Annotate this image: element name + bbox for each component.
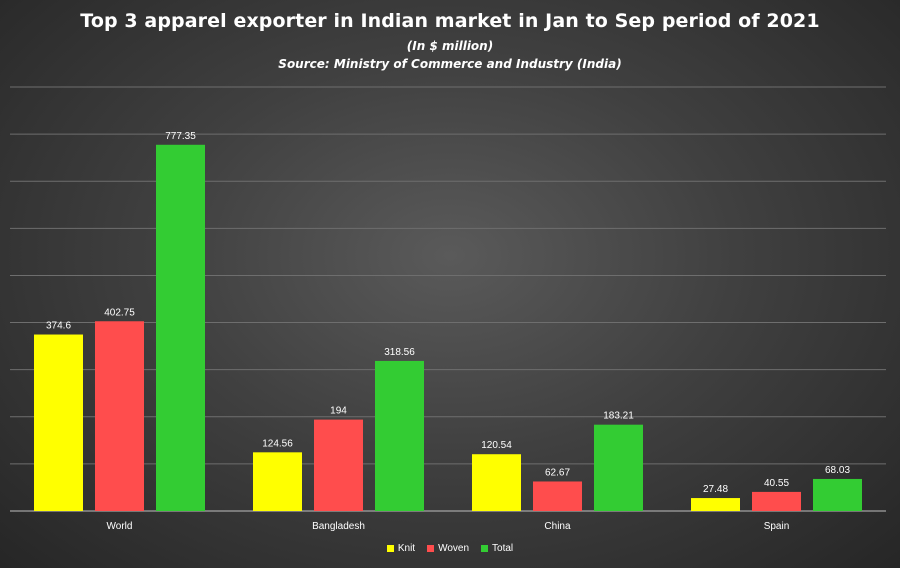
bar-total-world [156,144,205,511]
data-label-knit-spain: 27.48 [703,484,728,495]
bar-total-bangladesh [375,360,424,511]
legend-label-total: Total [492,543,514,554]
chart-source: Source: Ministry of Commerce and Industr… [278,57,622,71]
bar-knit-bangladesh [253,452,302,511]
legend-item-knit: Knit [386,543,416,554]
data-label-woven-bangladesh: 194 [330,406,347,417]
bar-total-spain [813,478,862,511]
legend-swatch-knit [386,545,394,552]
category-label-china: China [544,521,571,532]
bar-knit-spain [691,498,740,511]
data-label-total-china: 183.21 [603,411,634,422]
category-label-world: World [107,521,133,532]
category-label-bangladesh: Bangladesh [312,521,365,532]
bar-woven-world [95,321,144,511]
legend-item-woven: Woven [427,543,469,554]
legend-label-woven: Woven [438,543,470,554]
data-label-total-bangladesh: 318.56 [384,347,415,358]
data-label-knit-china: 120.54 [481,440,512,451]
legend-label-knit: Knit [397,543,416,554]
bar-total-china [594,424,643,511]
data-label-woven-world: 402.75 [104,307,135,318]
data-label-knit-bangladesh: 124.56 [262,438,293,449]
legend-swatch-total [481,545,489,552]
legend: Knit Woven Total [0,543,900,554]
category-label-spain: Spain [764,521,790,532]
bar-woven-spain [752,491,801,511]
bar-knit-china [472,454,521,511]
data-label-knit-world: 374.6 [46,321,71,332]
data-label-woven-china: 62.67 [545,467,570,478]
legend-item-total: Total [481,543,513,554]
data-label-total-spain: 68.03 [825,465,850,476]
bar-knit-world [34,334,83,511]
chart-title: Top 3 apparel exporter in Indian market … [80,10,820,32]
legend-swatch-woven [427,545,435,552]
data-label-total-world: 777.35 [165,131,196,142]
bar-woven-bangladesh [314,419,363,511]
chart-subtitle: (In $ million) [406,39,494,53]
bar-woven-china [533,481,582,511]
data-label-woven-spain: 40.55 [764,478,789,489]
